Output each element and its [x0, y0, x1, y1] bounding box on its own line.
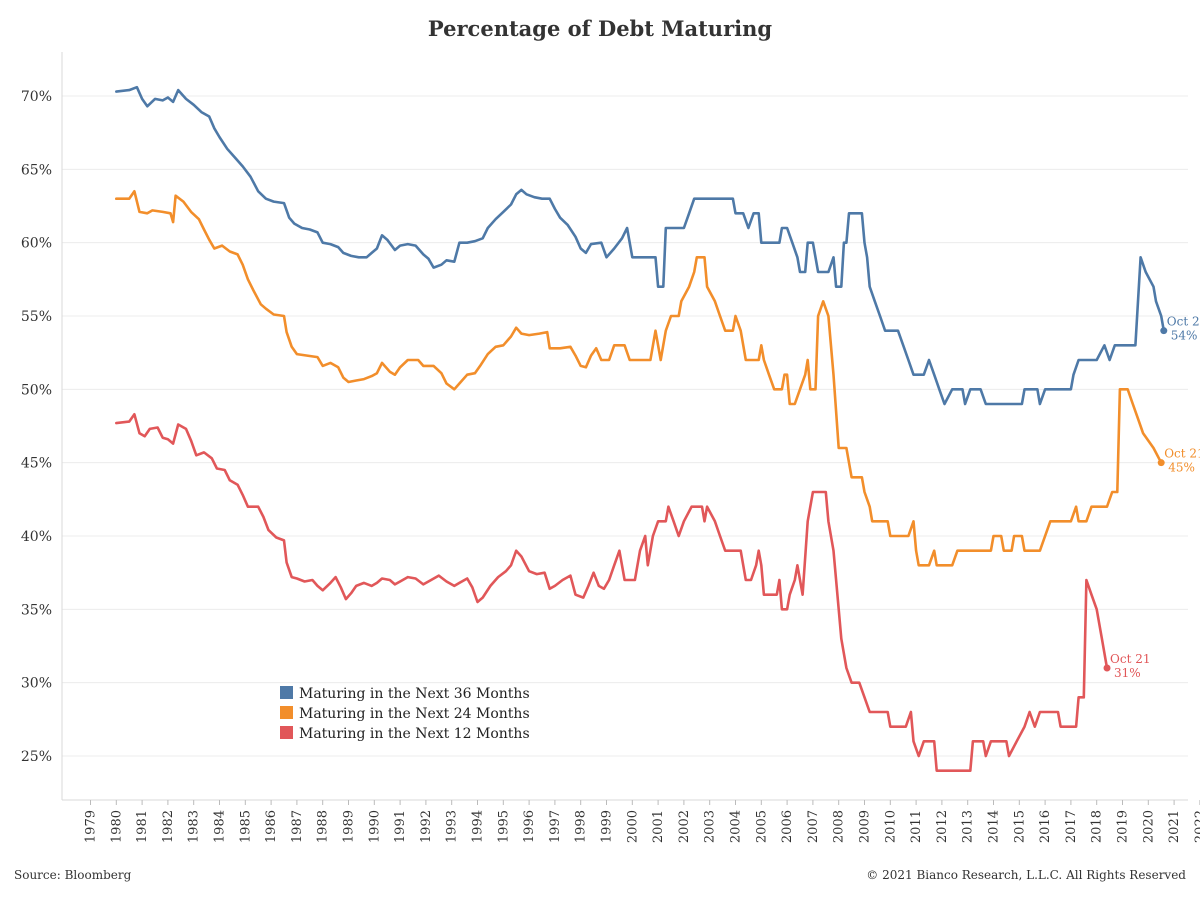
legend-swatch: [280, 686, 293, 699]
legend-swatch: [280, 726, 293, 739]
y-tick-label: 70%: [21, 89, 52, 105]
x-tick-label: 2017: [1064, 810, 1079, 843]
x-tick-label: 2013: [961, 810, 976, 843]
end-label-value: 45%: [1168, 461, 1195, 475]
x-tick-label: 1991: [393, 810, 408, 843]
y-tick-label: 60%: [21, 236, 52, 252]
x-tick-label: 1981: [135, 810, 150, 843]
series-end-marker: [1103, 664, 1111, 672]
x-tick-label: 2010: [883, 810, 898, 843]
legend-label: Maturing in the Next 36 Months: [299, 686, 530, 702]
y-tick-label: 55%: [21, 309, 52, 325]
x-axis-ticks: 1979 1980 1981 1982 1983 1984 1985 1986 1987 1988…: [84, 800, 1200, 843]
series-end-marker: [1160, 327, 1168, 335]
x-tick-label: 1995: [496, 810, 511, 843]
series-line: [115, 85, 1166, 406]
end-label-date: Oct 21: [1164, 447, 1200, 461]
y-tick-label: 65%: [21, 162, 52, 178]
series-end-marker: [1157, 459, 1165, 467]
y-tick-label: 45%: [21, 456, 52, 472]
x-tick-label: 2018: [1090, 810, 1105, 843]
x-tick-label: 1993: [445, 810, 460, 843]
grid-lines: [62, 95, 1188, 757]
source-note: Source: Bloomberg: [14, 868, 132, 882]
legend-swatch: [280, 706, 293, 719]
x-tick-label: 2007: [806, 810, 821, 843]
x-tick-label: 1990: [367, 810, 382, 843]
x-tick-label: 2019: [1116, 810, 1131, 843]
axes: [61, 52, 1188, 801]
x-tick-label: 1980: [109, 810, 124, 843]
x-tick-label: 2009: [858, 810, 873, 843]
legend-label: Maturing in the Next 24 Months: [299, 706, 530, 722]
x-tick-label: 2021: [1167, 810, 1182, 843]
x-tick-label: 2003: [703, 810, 718, 843]
x-tick-label: 1994: [471, 810, 486, 843]
x-tick-label: 1983: [187, 810, 202, 843]
x-tick-label: 1998: [574, 810, 589, 843]
x-tick-label: 1979: [84, 810, 99, 843]
legend: Maturing in the Next 36 Months Maturing i…: [280, 686, 530, 742]
y-tick-label: 25%: [21, 749, 52, 765]
x-tick-label: 2004: [729, 810, 744, 843]
x-tick-label: 2008: [832, 810, 847, 843]
x-tick-label: 1996: [522, 810, 537, 843]
y-tick-label: 30%: [21, 676, 52, 692]
x-tick-label: 1987: [290, 810, 305, 843]
series-lines: [115, 85, 1168, 772]
x-tick-label: 2014: [987, 810, 1002, 843]
x-tick-label: 1985: [238, 810, 253, 843]
x-tick-label: 2005: [754, 810, 769, 843]
chart-title: Percentage of Debt Maturing: [427, 16, 773, 41]
x-tick-label: 1992: [419, 810, 434, 843]
x-tick-label: 2011: [909, 810, 924, 843]
x-tick-label: 2001: [651, 810, 666, 843]
end-label-value: 31%: [1114, 666, 1141, 680]
series-line: [115, 190, 1163, 567]
x-tick-label: 1989: [342, 810, 357, 843]
y-tick-label: 50%: [21, 382, 52, 398]
x-tick-label: 1997: [548, 810, 563, 843]
copyright-note: © 2021 Bianco Research, L.L.C. All Right…: [866, 868, 1186, 882]
legend-label: Maturing in the Next 12 Months: [299, 726, 530, 742]
x-tick-label: 2022: [1193, 810, 1200, 843]
x-tick-label: 2006: [780, 810, 795, 843]
end-label-value: 54%: [1171, 329, 1198, 343]
y-tick-label: 40%: [21, 529, 52, 545]
y-tick-label: 35%: [21, 602, 52, 618]
x-tick-label: 1982: [161, 810, 176, 843]
x-tick-label: 1999: [600, 810, 615, 843]
x-tick-label: 1984: [213, 810, 228, 843]
x-tick-label: 2002: [677, 810, 692, 843]
end-label-date: Oct 21: [1110, 652, 1150, 666]
series-line: [115, 413, 1109, 772]
x-tick-label: 2012: [935, 810, 950, 843]
x-tick-label: 1988: [316, 810, 331, 843]
y-axis-ticks: 25% 30% 35% 40% 45% 50% 55% 60% 65% 70%: [21, 89, 52, 765]
x-tick-label: 1986: [264, 810, 279, 843]
x-tick-label: 2000: [625, 810, 640, 843]
x-tick-label: 2016: [1038, 810, 1053, 843]
end-label-date: Oct 21: [1167, 315, 1200, 329]
x-tick-label: 2020: [1141, 810, 1156, 843]
x-tick-label: 2015: [1012, 810, 1027, 843]
